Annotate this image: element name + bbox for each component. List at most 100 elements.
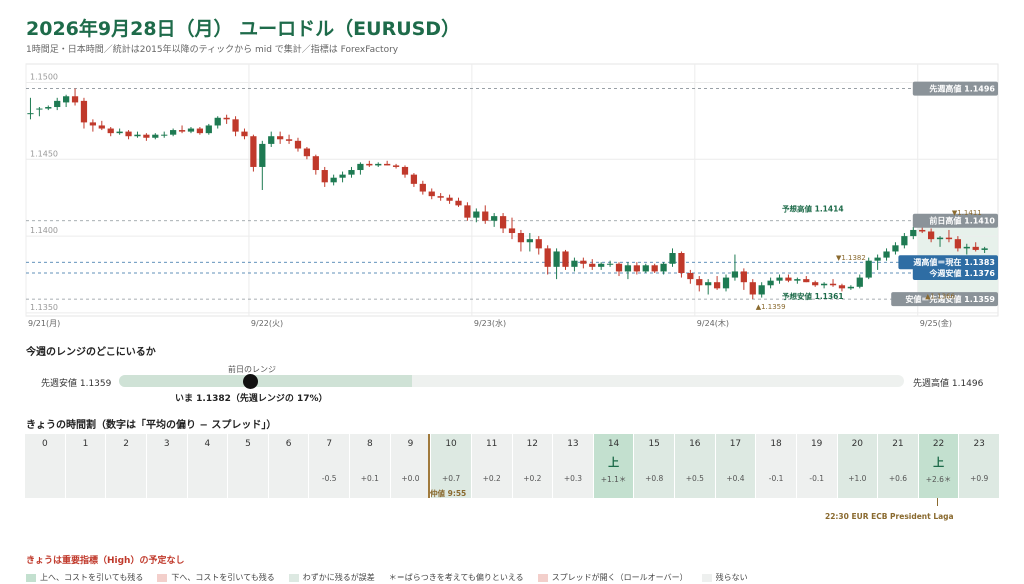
candle-body <box>589 263 596 267</box>
hour-cell: 11 +0.2 <box>471 434 513 498</box>
candle-body <box>294 140 302 149</box>
hour-cell: 19 -0.1 <box>796 434 838 498</box>
candle-body <box>321 170 328 183</box>
hour-number: 10 <box>445 439 457 449</box>
hour-value: -0.1 <box>809 474 824 483</box>
candle-body <box>312 156 319 171</box>
hour-number: 20 <box>851 439 864 449</box>
candle-body <box>713 282 721 289</box>
candle-body <box>892 245 899 252</box>
hour-number: 13 <box>567 439 579 449</box>
y-tick-label: 1.1450 <box>30 149 58 158</box>
hour-value: -0.1 <box>768 474 784 483</box>
nakane-marker <box>428 434 430 498</box>
candle-body <box>580 260 587 264</box>
legend-label: 残らない <box>715 573 748 582</box>
candle-body <box>277 136 284 140</box>
candle-body <box>562 251 569 267</box>
prev-day-range-label: 前日のレンジ <box>228 365 276 374</box>
candle-body <box>464 205 471 218</box>
hour-number: 14 <box>607 439 620 449</box>
hour-cell: 1 <box>65 434 107 498</box>
legend-item: 下へ、コストを引いても残る <box>157 572 275 583</box>
candle-body <box>134 134 141 137</box>
candle-body <box>384 163 391 166</box>
level-badge-label: 前日高値 1.1410 <box>929 216 995 226</box>
hour-cell: 17 +0.4 <box>715 434 757 498</box>
hour-number: 3 <box>163 439 170 449</box>
candle-body <box>170 130 177 135</box>
hour-number: 0 <box>41 439 48 449</box>
hour-cell: 16 +0.5 <box>675 434 716 498</box>
level-badge <box>912 213 998 228</box>
candle-body <box>143 134 150 138</box>
candle-body <box>482 211 489 221</box>
hour-cell: 21 +0.6 <box>878 434 919 498</box>
hour-number: 22 <box>932 439 945 449</box>
hour-number: 4 <box>204 439 211 449</box>
candle-body <box>910 229 917 237</box>
candle-body <box>223 117 230 120</box>
event-tick <box>937 498 938 506</box>
candle-body <box>241 131 248 137</box>
level-badge <box>898 255 998 270</box>
hour-value: +0.2 <box>482 474 501 483</box>
candle-body <box>705 282 712 286</box>
hour-value: +0.8 <box>645 474 664 483</box>
hour-cell: 14 上 +1.1＊ <box>593 434 635 498</box>
candle-body <box>330 177 337 183</box>
candle-body <box>874 257 881 261</box>
candle-body <box>303 148 311 157</box>
candle-body <box>473 211 480 218</box>
hour-cell: 4 <box>187 434 229 498</box>
hour-number: 2 <box>123 439 129 449</box>
candle-body <box>740 271 747 283</box>
hour-cell: 5 <box>228 434 269 498</box>
hour-cell: 7 -0.5 <box>309 434 350 498</box>
candle-body <box>205 125 212 134</box>
range-left-label: 先週安値 1.1359 <box>41 379 112 389</box>
candle-body <box>624 265 632 272</box>
hour-cell: 8 +0.1 <box>350 434 391 498</box>
candle-body <box>633 265 640 272</box>
candle-body <box>687 272 694 280</box>
candle-body <box>919 229 926 232</box>
hour-value: +0.9 <box>970 474 989 483</box>
current-position-marker <box>243 374 258 389</box>
candle-body <box>63 96 70 103</box>
candle-body <box>883 251 890 258</box>
candle-body <box>838 285 846 289</box>
candle-body <box>178 130 186 132</box>
candle-body <box>125 131 132 137</box>
x-day-label: 9/24(木) <box>697 318 729 328</box>
level-badge <box>912 265 998 280</box>
extreme-annotation: ▼1.1411 <box>952 209 982 217</box>
candle-body <box>214 117 221 126</box>
candle-body <box>410 174 418 184</box>
hour-value: -0.5 <box>321 474 337 483</box>
candle-body <box>232 119 239 132</box>
y-tick-label: 1.1500 <box>30 72 58 81</box>
candle-body <box>901 236 908 246</box>
candle-body <box>45 107 52 109</box>
hour-number: 11 <box>485 439 498 449</box>
candle-body <box>161 134 168 136</box>
candle-body <box>731 271 739 278</box>
candle-body <box>927 231 935 240</box>
candle-body <box>749 282 756 295</box>
extreme-annotation: ▲1.1359 <box>756 303 786 311</box>
nakane-label: 仲値 9:55 <box>430 489 467 498</box>
candle-body <box>455 200 462 206</box>
hour-value: +0.3 <box>563 474 583 483</box>
candle-body <box>428 191 435 197</box>
candle-body <box>972 246 979 250</box>
hour-number: 17 <box>729 439 742 449</box>
candle-body <box>829 283 837 286</box>
hour-number: 5 <box>245 439 251 449</box>
timetable-heading: きょうの時間割（数字は「平均の偏り − スプレッド」） <box>26 420 277 431</box>
hour-cell: 10 +0.7 <box>431 434 472 498</box>
candle-body <box>27 113 34 115</box>
current-position-text: いま 1.1382（先週レンジの 17%） <box>175 394 328 404</box>
candle-body <box>544 248 551 267</box>
candle-body <box>437 196 444 198</box>
